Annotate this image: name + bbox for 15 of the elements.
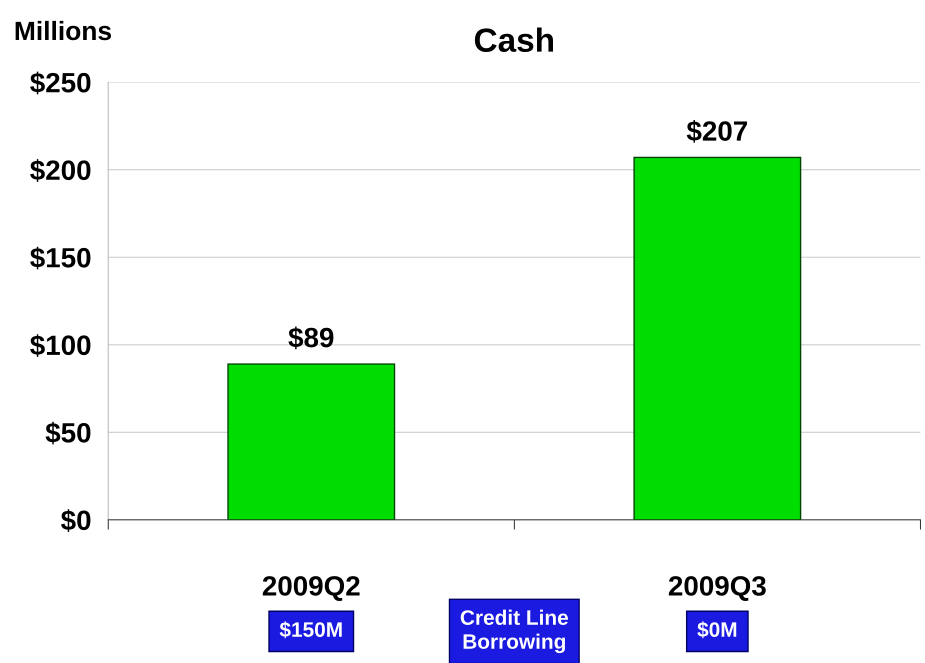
- x-tick-label: 2009Q2: [262, 576, 360, 601]
- y-tick-label: $250: [30, 72, 90, 94]
- y-tick-label: $0: [61, 509, 90, 532]
- text: $150M: [280, 621, 342, 638]
- data-label: $207: [686, 120, 748, 143]
- y-tick-label: $150: [30, 246, 90, 270]
- x-tick-label: 2009Q3: [668, 576, 766, 601]
- y-axis-title: Millions: [16, 20, 112, 40]
- text: Credit Line Borrowing: [460, 610, 568, 654]
- y-tick-label: $50: [46, 422, 90, 444]
- y-tick-label: $100: [30, 334, 90, 357]
- y-tick-label: $200: [30, 159, 90, 182]
- chart-title: Cash: [474, 28, 553, 52]
- data-label: $89: [288, 326, 334, 350]
- text: $0M: [697, 621, 736, 638]
